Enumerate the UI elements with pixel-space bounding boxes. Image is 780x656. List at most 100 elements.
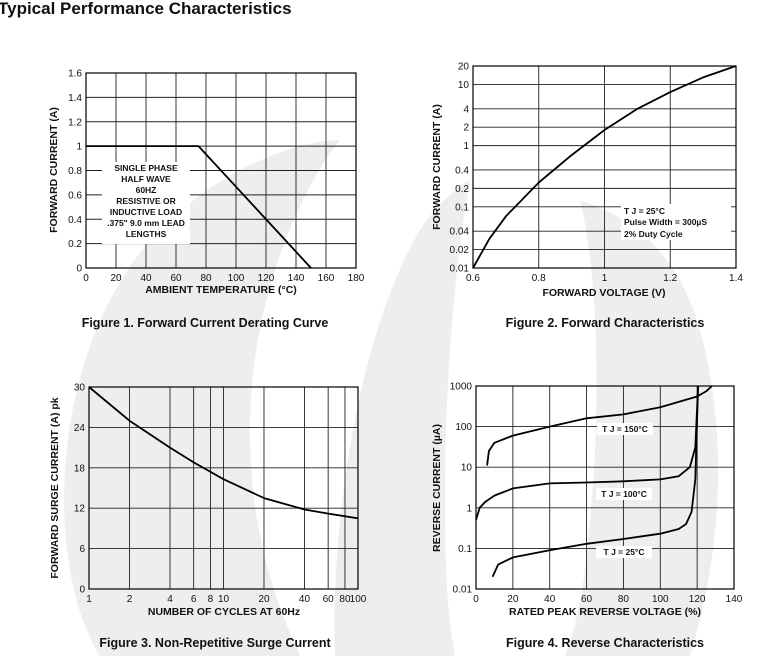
x-tick-label: 1.2	[663, 273, 677, 284]
y-tick-label: 12	[74, 504, 86, 515]
annotation-text: T J = 25°C	[624, 206, 665, 216]
y-tick-label: 20	[458, 62, 470, 73]
y-tick-label: 2	[463, 123, 469, 134]
y-tick-label: 0.6	[68, 190, 82, 201]
page-title: Typical Performance Characteristics	[0, 0, 292, 18]
y-tick-label: 1	[463, 141, 469, 152]
annotation-background	[596, 546, 652, 558]
watermark-center-shape	[334, 180, 470, 656]
y-tick-label: 0	[76, 264, 82, 275]
caption-figure-1: Figure 1. Forward Current Derating Curve	[81, 316, 329, 330]
annotation-background	[621, 204, 731, 240]
annotation-background	[102, 162, 190, 244]
y-axis-label: FORWARD CURRENT (A)	[431, 104, 443, 230]
y-tick-label: 100	[455, 422, 472, 433]
x-axis-label: AMBIENT TEMPERATURE (°C)	[145, 284, 297, 296]
plot-frame	[472, 65, 737, 269]
x-tick-label: 40	[299, 594, 311, 605]
x-tick-label: 60	[581, 594, 593, 605]
y-axis-label: FORWARD CURRENT (A)	[48, 107, 60, 233]
x-axis-label: NUMBER OF CYCLES AT 60Hz	[148, 606, 300, 618]
caption-figure-4: Figure 4. Reverse Characteristics	[505, 636, 705, 650]
y-tick-label: 0.04	[450, 227, 470, 238]
series-line	[475, 385, 699, 521]
y-tick-label: 30	[74, 383, 86, 394]
series-line	[86, 145, 312, 269]
caption-figure-3: Figure 3. Non-Repetitive Surge Current	[99, 636, 331, 650]
y-tick-label: 6	[79, 544, 85, 555]
watermark-left-shape	[64, 140, 341, 656]
x-tick-label: 1	[602, 273, 608, 284]
y-tick-label: 1.4	[68, 93, 82, 104]
x-tick-label: 120	[258, 273, 275, 284]
x-tick-label: 140	[288, 273, 305, 284]
series-line	[88, 386, 359, 520]
y-tick-label: 0.1	[455, 202, 469, 213]
y-tick-label: 1.2	[68, 117, 82, 128]
x-tick-label: 80	[200, 273, 212, 284]
series-line	[491, 385, 699, 578]
x-tick-label: 40	[544, 594, 556, 605]
y-tick-label: 1.6	[68, 69, 82, 80]
x-tick-label: 2	[127, 594, 133, 605]
annotation-text: RESISTIVE OR	[116, 196, 176, 206]
x-tick-label: 100	[228, 273, 245, 284]
annotation-text: 2% Duty Cycle	[624, 229, 683, 239]
y-tick-label: 0.4	[455, 165, 469, 176]
x-tick-label: 20	[110, 273, 122, 284]
annotation-background	[596, 488, 652, 500]
x-tick-label: 60	[170, 273, 182, 284]
x-tick-label: 120	[689, 594, 706, 605]
annotation-text: SINGLE PHASE	[114, 163, 178, 173]
y-tick-label: 1	[466, 503, 472, 514]
annotation-text: T J = 150°C	[602, 424, 648, 434]
x-tick-label: 10	[218, 594, 230, 605]
y-tick-label: 1000	[450, 382, 473, 393]
x-tick-label: 180	[348, 273, 365, 284]
x-tick-label: 140	[726, 594, 743, 605]
plot-frame	[475, 385, 735, 590]
y-axis-label: FORWARD SURGE CURRENT (A) pk	[49, 397, 61, 578]
x-tick-label: 0.8	[532, 273, 546, 284]
annotation-text: .375" 9.0 mm LEAD	[107, 218, 185, 228]
y-tick-label: 18	[74, 463, 86, 474]
annotation-text: Pulse Width = 300µS	[624, 217, 707, 227]
plot-frame	[85, 72, 357, 269]
x-tick-label: 0.6	[466, 273, 480, 284]
plot-frame	[88, 386, 359, 590]
series-line	[472, 65, 737, 269]
y-tick-label: 0.01	[453, 585, 473, 596]
x-tick-label: 0	[473, 594, 479, 605]
x-tick-label: 0	[83, 273, 89, 284]
x-tick-label: 40	[140, 273, 152, 284]
x-tick-label: 4	[167, 594, 173, 605]
x-tick-label: 100	[652, 594, 669, 605]
x-tick-label: 80	[618, 594, 630, 605]
x-tick-label: 60	[323, 594, 335, 605]
y-tick-label: 10	[461, 463, 473, 474]
y-tick-label: 0.2	[455, 184, 469, 195]
y-tick-label: 0	[79, 585, 85, 596]
caption-figure-2: Figure 2. Forward Characteristics	[505, 316, 705, 330]
x-tick-label: 160	[318, 273, 335, 284]
annotation-text: INDUCTIVE LOAD	[110, 207, 182, 217]
y-tick-label: 0.02	[450, 245, 470, 256]
annotation-text: T J = 100°C	[601, 489, 647, 499]
annotation-text: T J = 25°C	[604, 547, 645, 557]
x-tick-label: 20	[258, 594, 270, 605]
x-axis-label: RATED PEAK REVERSE VOLTAGE (%)	[509, 606, 701, 618]
series-line	[486, 385, 713, 466]
x-tick-label: 100	[350, 594, 367, 605]
y-tick-label: 0.01	[450, 264, 470, 275]
annotation-background	[597, 423, 653, 435]
x-tick-label: 20	[507, 594, 519, 605]
y-tick-label: 0.4	[68, 215, 82, 226]
annotation-text: 60HZ	[136, 185, 157, 195]
annotation-text: LENGTHS	[126, 229, 167, 239]
y-tick-label: 24	[74, 423, 86, 434]
x-tick-label: 8	[208, 594, 214, 605]
y-tick-label: 4	[463, 104, 469, 115]
